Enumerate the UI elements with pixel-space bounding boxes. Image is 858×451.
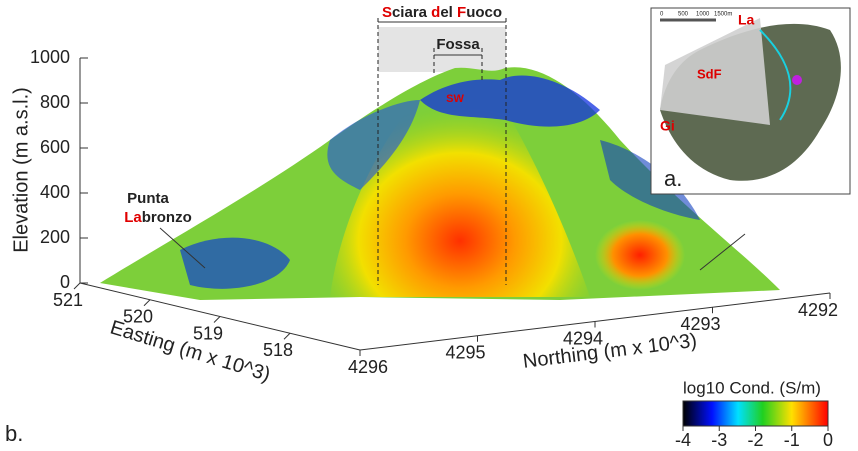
- colorbar-tick-label: -2: [747, 430, 763, 450]
- colorbar: [683, 401, 828, 426]
- easting-tick-label: 518: [263, 340, 293, 360]
- scale-label: 1500m: [714, 12, 732, 18]
- colorbar-tick-label: 0: [823, 430, 833, 450]
- scale-label: 500: [678, 12, 689, 18]
- colorbar-tick-label: -1: [784, 430, 800, 450]
- northing-tick-label: 4292: [798, 300, 838, 320]
- northing-tick-label: 4294: [563, 328, 603, 348]
- label-part: el: [440, 4, 457, 21]
- panel-label: b.: [5, 421, 23, 446]
- colorbar-title: log10 Cond. (S/m): [683, 378, 821, 397]
- inset-panel-label: a.: [664, 166, 682, 191]
- punta-label: Punta: [127, 190, 169, 207]
- z-tick-label: 200: [40, 227, 70, 247]
- z-tick-label: 1000: [30, 47, 70, 67]
- easting-tick: [144, 300, 150, 306]
- label-part: bronzo: [142, 209, 192, 226]
- easting-tick-label: 519: [193, 323, 223, 343]
- z-tick-label: 800: [40, 92, 70, 112]
- labronzo-label: Labronzo: [124, 209, 192, 226]
- label-part: S: [382, 4, 392, 21]
- northing-tick-label: 4293: [680, 314, 720, 334]
- easting-tick-label: 521: [53, 290, 83, 310]
- sciara-label: Sciara del Fuoco: [382, 4, 502, 21]
- easting-tick: [214, 317, 220, 323]
- easting-tick: [284, 333, 290, 339]
- z-tick-label: 600: [40, 137, 70, 157]
- label-part: La: [124, 209, 142, 226]
- inset-sdf: SdF: [697, 66, 722, 81]
- easting-tick: [74, 283, 80, 289]
- sw-label: SW: [446, 93, 464, 105]
- colorbar-tick-label: -4: [675, 430, 691, 450]
- ginostra-anomaly: [595, 220, 685, 290]
- northing-tick-label: 4295: [445, 343, 485, 363]
- label-part: ciara: [392, 4, 431, 21]
- fossa-label: Fossa: [436, 36, 480, 53]
- label-part: uoco: [466, 4, 502, 21]
- colorbar-tick-label: -3: [711, 430, 727, 450]
- label-part: d: [431, 4, 440, 21]
- label-part: F: [457, 4, 466, 21]
- z-tick-label: 0: [60, 272, 70, 292]
- inset-la: La: [738, 12, 755, 28]
- inset-gi: Gi: [660, 118, 675, 134]
- figure: Ginostra Elevation (m a.s.l.) Easting (m…: [0, 0, 858, 451]
- scale-label: 1000: [696, 12, 710, 18]
- z-axis-title: Elevation (m a.s.l.): [10, 87, 32, 253]
- z-tick-label: 400: [40, 182, 70, 202]
- northing-tick-label: 4296: [348, 357, 388, 377]
- northing-title: Northing (m x 10^3): [522, 330, 698, 373]
- easting-tick-label: 520: [123, 307, 153, 327]
- easting-title: Easting (m x 10^3): [108, 317, 273, 387]
